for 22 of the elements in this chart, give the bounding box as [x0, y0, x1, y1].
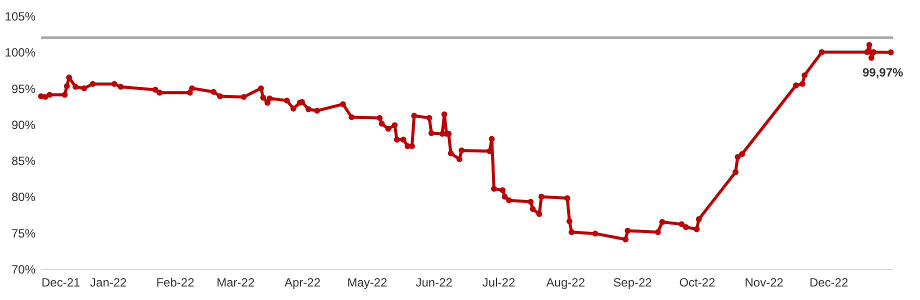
x-tick-label: Apr-22: [284, 276, 321, 290]
y-tick-label: 105%: [4, 10, 36, 24]
y-tick-label: 100%: [4, 46, 36, 60]
y-tick-label: 90%: [11, 118, 36, 132]
x-tick-label: Sep-22: [613, 276, 652, 290]
x-tick-label: Dec-22: [809, 276, 848, 290]
annotation: 99,97%: [862, 65, 904, 80]
y-tick-label: 85%: [11, 154, 36, 168]
x-tick-label: Aug-22: [546, 276, 586, 290]
x-tick-label: Mar-22: [216, 276, 255, 290]
y-tick-label: 95%: [11, 82, 36, 96]
x-tick-label: Dec-21: [42, 276, 81, 290]
x-tick-label: Jun-22: [416, 276, 453, 290]
y-tick-label: 75%: [11, 226, 36, 240]
x-tick-label: Jan-22: [90, 276, 128, 290]
x-tick-label: May-22: [347, 276, 388, 290]
x-tick-label: Oct-22: [679, 276, 716, 290]
y-tick-label: 80%: [11, 190, 36, 204]
x-tick-label: Feb-22: [156, 276, 195, 290]
x-tick-label: Nov-22: [744, 276, 784, 290]
x-tick-label: Jul-22: [482, 276, 516, 290]
y-tick-label: 70%: [11, 262, 36, 276]
